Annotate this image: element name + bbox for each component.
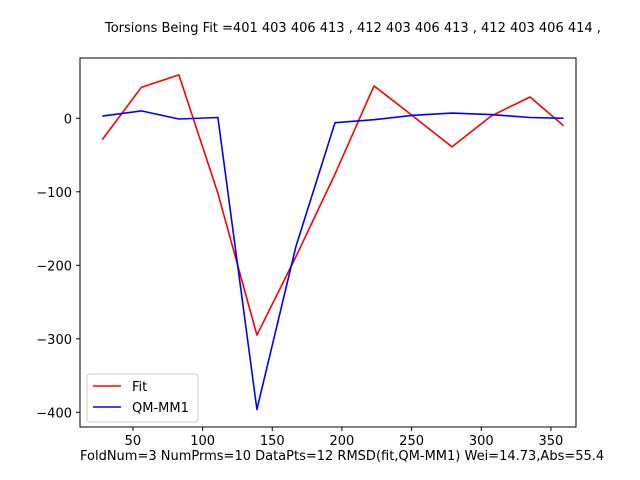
y-tick-label: −300	[36, 333, 72, 348]
chart-footer: FoldNum=3 NumPrms=10 DataPts=12 RMSD(fit…	[80, 449, 604, 464]
series-line-qm-mm1	[102, 110, 564, 411]
y-tick-label: −200	[36, 259, 72, 274]
y-tick-label: 0	[64, 112, 72, 127]
series-line-fit	[101, 74, 565, 336]
x-tick-label: 100	[190, 434, 215, 449]
x-tick-label: 250	[399, 434, 424, 449]
x-tick-label: 150	[260, 434, 285, 449]
x-tick-label: 300	[469, 434, 494, 449]
y-tick-label: −400	[36, 406, 72, 421]
plot-area: 50 100 150 200 250 300 350 0 −100 −200 −300 −400 Fit…	[36, 57, 577, 449]
legend-label: QM-MM1	[132, 401, 189, 416]
x-tick-label: 50	[125, 434, 142, 449]
plot-frame	[79, 57, 577, 428]
legend-label: Fit	[132, 380, 147, 395]
x-tick-label: 350	[539, 434, 564, 449]
y-tick-label: −100	[36, 186, 72, 201]
chart-title: Torsions Being Fit =401 403 406 413 , 41…	[104, 21, 601, 36]
x-tick-label: 200	[330, 434, 355, 449]
